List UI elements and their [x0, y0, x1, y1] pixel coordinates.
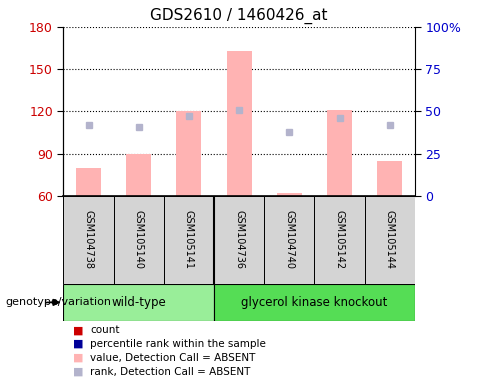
- Bar: [164, 196, 214, 284]
- Bar: [63, 196, 114, 284]
- Text: genotype/variation: genotype/variation: [5, 297, 111, 308]
- Text: count: count: [90, 325, 120, 335]
- Text: percentile rank within the sample: percentile rank within the sample: [90, 339, 266, 349]
- Title: GDS2610 / 1460426_at: GDS2610 / 1460426_at: [150, 8, 328, 24]
- Text: GSM104738: GSM104738: [83, 210, 94, 270]
- Text: ■: ■: [73, 339, 84, 349]
- Text: rank, Detection Call = ABSENT: rank, Detection Call = ABSENT: [90, 367, 251, 377]
- Text: ■: ■: [73, 325, 84, 335]
- Bar: [365, 196, 415, 284]
- Bar: [277, 193, 302, 196]
- Text: GSM105142: GSM105142: [334, 210, 345, 270]
- Bar: [126, 154, 151, 196]
- Text: ■: ■: [73, 367, 84, 377]
- Text: GSM104740: GSM104740: [285, 210, 294, 270]
- Text: wild-type: wild-type: [111, 296, 166, 309]
- Text: GSM105141: GSM105141: [184, 210, 194, 270]
- Bar: [314, 196, 365, 284]
- Bar: [226, 51, 252, 196]
- Bar: [63, 284, 214, 321]
- Text: glycerol kinase knockout: glycerol kinase knockout: [241, 296, 387, 309]
- Text: value, Detection Call = ABSENT: value, Detection Call = ABSENT: [90, 353, 256, 363]
- Bar: [214, 284, 415, 321]
- Bar: [377, 161, 402, 196]
- Text: GSM104736: GSM104736: [234, 210, 244, 270]
- Bar: [214, 196, 264, 284]
- Bar: [327, 110, 352, 196]
- Bar: [76, 168, 101, 196]
- Text: GSM105140: GSM105140: [134, 210, 144, 270]
- Bar: [176, 111, 202, 196]
- Bar: [264, 196, 314, 284]
- Text: ■: ■: [73, 353, 84, 363]
- Text: GSM105144: GSM105144: [385, 210, 395, 270]
- Bar: [114, 196, 164, 284]
